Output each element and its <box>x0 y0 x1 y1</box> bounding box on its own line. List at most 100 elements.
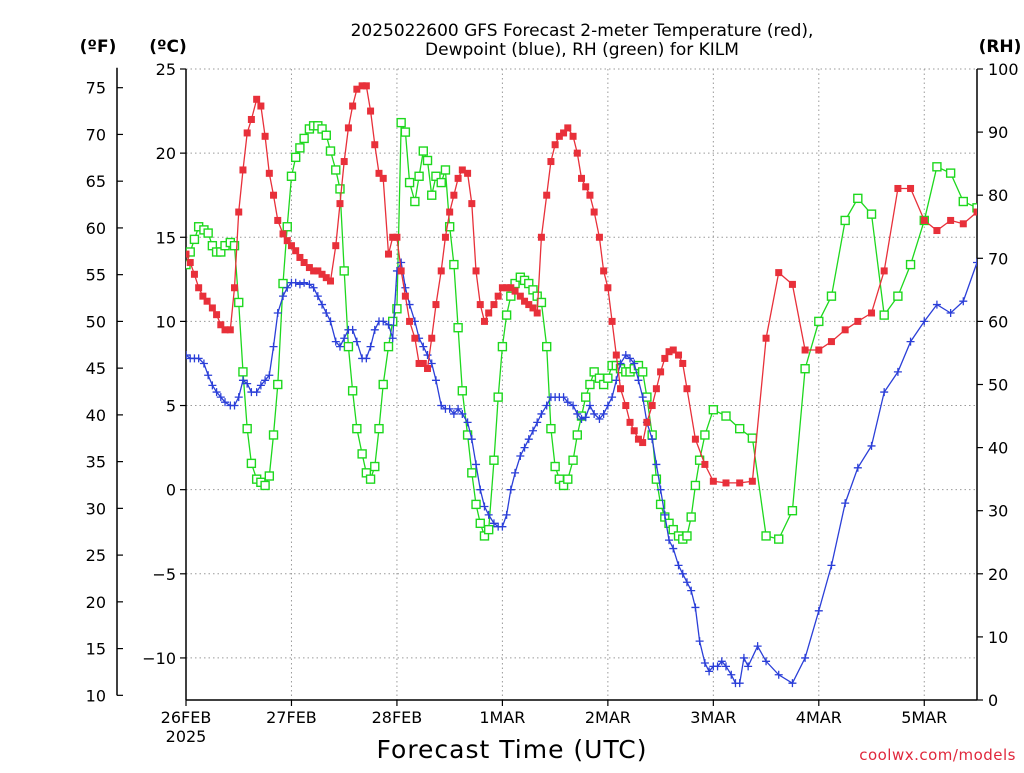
rh-point <box>440 165 451 175</box>
dewpoint-point <box>243 379 252 388</box>
dewpoint-point <box>630 359 639 368</box>
rh-point <box>343 341 354 352</box>
x-tick-label: 28FEB <box>372 708 423 727</box>
dewpoint-point <box>973 258 977 267</box>
fahrenheit-tick-label: 70 <box>86 125 106 144</box>
rh-point <box>853 193 863 204</box>
temperature-point <box>274 216 282 224</box>
temperature-point <box>748 477 756 485</box>
dewpoint-point <box>735 679 744 688</box>
rh-point <box>246 458 257 469</box>
rh-point <box>325 146 336 156</box>
rh-point <box>462 430 473 440</box>
temperature-point <box>529 304 537 312</box>
rh-point <box>392 304 402 314</box>
rh-point <box>774 534 784 544</box>
rh-tick-label: 100 <box>988 60 1019 79</box>
rh-point <box>700 430 710 440</box>
temperature-point <box>450 191 458 199</box>
fahrenheit-tick-label: 40 <box>86 406 106 425</box>
dewpoint-point <box>463 418 472 427</box>
dewpoint-point <box>682 578 691 587</box>
dewpoint-point <box>423 351 432 360</box>
fahrenheit-tick-label: 30 <box>86 499 106 518</box>
temperature-point <box>401 292 409 300</box>
dewpoint-point <box>212 388 221 397</box>
temperature-point <box>573 149 581 157</box>
temperature-point <box>841 326 849 334</box>
x-tick-label: 4MAR <box>796 708 842 727</box>
rh-point <box>501 310 512 320</box>
temperature-point <box>239 166 247 174</box>
temperature-point <box>560 129 568 137</box>
dewpoint-point <box>590 409 599 418</box>
dewpoint-point <box>814 606 823 615</box>
rh-point <box>370 461 380 472</box>
temperature-point <box>669 346 677 354</box>
dewpoint-point <box>467 435 476 444</box>
dewpoint-point <box>340 334 349 343</box>
rh-point <box>260 480 270 491</box>
celsius-tick-label: 25 <box>156 60 176 79</box>
temperature-point <box>389 233 397 241</box>
temperature-point <box>612 351 620 359</box>
dewpoint-point <box>498 522 507 531</box>
dewpoint-point <box>379 317 388 326</box>
temperature-point <box>221 326 229 334</box>
temperature-point <box>907 184 915 192</box>
temperature-point <box>959 220 967 228</box>
dewpoint-point <box>524 435 533 444</box>
temperature-point <box>880 267 888 275</box>
rh-point <box>383 341 394 352</box>
rh-point <box>410 196 420 207</box>
temperature-point <box>424 365 432 373</box>
celsius-tick-label: 10 <box>156 312 176 331</box>
celsius-tick-label: −10 <box>142 649 176 668</box>
dewpoint-point <box>695 637 704 646</box>
dewpoint-point <box>476 485 485 494</box>
rh-point <box>840 215 850 226</box>
x-axis-title: Forecast Time (UTC) <box>377 735 648 764</box>
fahrenheit-tick-label: 45 <box>86 359 106 378</box>
rh-point <box>493 392 503 402</box>
temperature-point <box>569 132 577 140</box>
temperature-point <box>947 216 955 224</box>
temperature-point <box>432 301 440 309</box>
right-unit-rh: (RH) <box>979 37 1022 57</box>
dewpoint-point <box>603 401 612 410</box>
dewpoint-point <box>265 371 274 380</box>
temperature-point <box>226 326 234 334</box>
temperature-point <box>691 435 699 443</box>
rh-point <box>229 240 240 251</box>
rh-tick-label: 70 <box>988 249 1008 268</box>
temperature-point <box>464 169 472 177</box>
x-axis-year-label: 2025 <box>166 727 207 746</box>
rh-point <box>427 190 437 200</box>
temperature-point <box>516 292 524 300</box>
rh-point <box>483 524 494 535</box>
dewpoint-point <box>256 381 265 390</box>
left-unit-celsius: (ºC) <box>149 37 187 57</box>
dewpoint-point <box>331 337 340 346</box>
rh-point <box>418 146 428 156</box>
temperature-point <box>827 338 835 346</box>
dewpoint-point <box>853 463 862 472</box>
dewpoint-point <box>437 401 446 410</box>
rh-tick-label: 0 <box>988 691 998 710</box>
rh-point <box>814 316 824 327</box>
fahrenheit-tick-label: 25 <box>86 546 106 565</box>
rh-point <box>563 474 573 484</box>
rh-point <box>400 127 411 137</box>
dewpoint-point <box>533 418 542 427</box>
rh-point <box>189 234 200 245</box>
rh-point <box>238 367 248 377</box>
temperature-point <box>406 317 414 325</box>
dewpoint-point <box>445 404 454 413</box>
dewpoint-point <box>427 359 436 368</box>
dewpoint-point <box>559 393 568 402</box>
rh-point <box>637 367 648 377</box>
rh-point <box>651 474 662 484</box>
dewpoint-point <box>674 561 683 570</box>
